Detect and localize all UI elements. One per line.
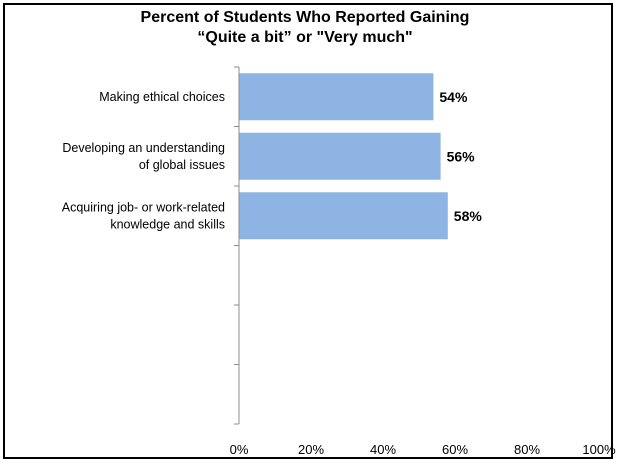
chart-title: Percent of Students Who Reported Gaining… [0, 8, 610, 48]
x-tick-label: 60% [442, 442, 468, 457]
category-label: Making ethical choices [99, 90, 225, 104]
data-label: 58% [454, 208, 483, 224]
data-label: 56% [447, 148, 476, 164]
x-tick-label: 0% [230, 442, 249, 457]
x-tick-label: 20% [298, 442, 324, 457]
category-label-line: Making ethical choices [99, 90, 225, 104]
axis-layer [234, 66, 240, 425]
x-tick-label: 40% [370, 442, 396, 457]
bar [239, 73, 434, 121]
category-label-line: Developing an understanding [62, 141, 225, 155]
category-label-line: knowledge and skills [110, 217, 225, 231]
labels-layer: 0% 20% 40% 60% 80% 100% 54% Making ethical choi… [62, 89, 616, 457]
category-label-line: Acquiring job- or work-related [62, 200, 225, 214]
x-tick-label: 100% [582, 442, 616, 457]
bar [239, 192, 448, 240]
x-tick-label: 80% [514, 442, 540, 457]
chart-title-line-2: “Quite a bit” or "Very much" [197, 29, 413, 46]
data-label: 54% [439, 89, 468, 105]
category-label: Acquiring job- or work-related knowledge … [62, 200, 225, 231]
bars-layer [239, 73, 448, 240]
chart-title-line-1: Percent of Students Who Reported Gaining [140, 9, 470, 26]
bar [239, 132, 441, 180]
category-label-line: of global issues [139, 158, 225, 172]
category-label: Developing an understanding of global iss… [62, 141, 225, 172]
